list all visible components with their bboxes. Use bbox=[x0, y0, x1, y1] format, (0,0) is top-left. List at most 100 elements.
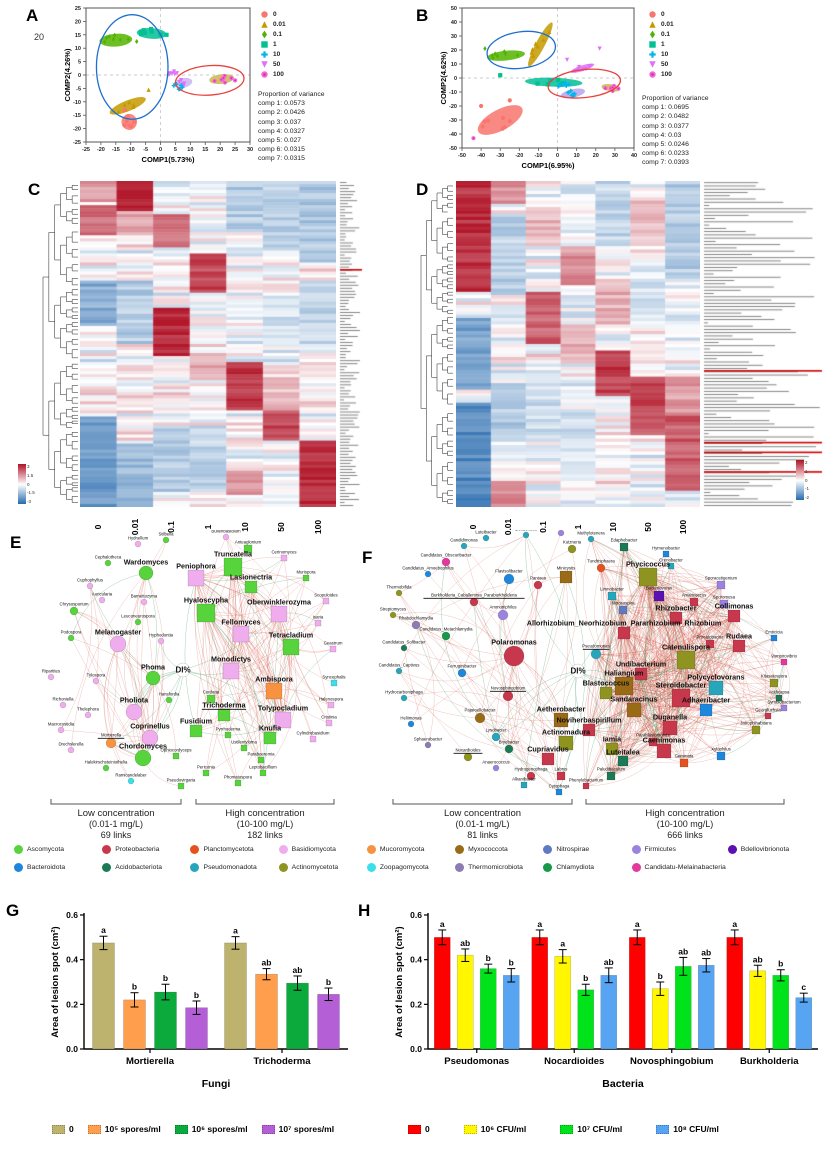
svg-text:Hydrogenophaga: Hydrogenophaga bbox=[515, 767, 549, 772]
svg-text:ab: ab bbox=[293, 965, 303, 975]
variance-line: comp 3: 0.0377 bbox=[642, 122, 689, 130]
svg-text:COMP2(4.26%): COMP2(4.26%) bbox=[63, 48, 72, 101]
svg-text:Ferruginibacter: Ferruginibacter bbox=[448, 664, 477, 669]
svg-text:Fellomyces: Fellomyces bbox=[221, 618, 260, 627]
bar-legend-swatch-icon bbox=[87, 1124, 101, 1134]
svg-text:Pseudovirgaria: Pseudovirgaria bbox=[167, 778, 196, 783]
svg-text:Undibacterium: Undibacterium bbox=[616, 660, 666, 669]
svg-text:b: b bbox=[132, 982, 137, 992]
svg-text:DI%: DI% bbox=[175, 666, 190, 675]
svg-text:Flavisolibacter: Flavisolibacter bbox=[495, 569, 523, 574]
svg-text:Luteibacter: Luteibacter bbox=[475, 530, 497, 535]
svg-text:25: 25 bbox=[75, 6, 81, 12]
svg-text:Ambispora: Ambispora bbox=[255, 675, 294, 684]
svg-text:Tylospora: Tylospora bbox=[87, 673, 106, 678]
phylum-color-dot-icon bbox=[631, 845, 641, 854]
pca-group-marker-icon bbox=[649, 30, 656, 39]
svg-text:Bacteria: Bacteria bbox=[602, 1078, 644, 1090]
svg-text:Catenulispora: Catenulispora bbox=[662, 643, 711, 652]
svg-text:Amaricoccus: Amaricoccus bbox=[682, 593, 707, 598]
variance-text-b: Proportion of variance comp 1: 0.0695 comp… bbox=[642, 94, 752, 167]
svg-text:a: a bbox=[560, 939, 565, 949]
svg-text:20: 20 bbox=[217, 147, 223, 153]
svg-text:Ramicandelaber: Ramicandelaber bbox=[115, 773, 147, 778]
svg-text:Candidatus_Captivus: Candidatus_Captivus bbox=[379, 663, 420, 668]
svg-text:b: b bbox=[163, 973, 168, 983]
svg-text:Hansfordia: Hansfordia bbox=[159, 692, 180, 697]
svg-text:Phycicoccus: Phycicoccus bbox=[626, 560, 670, 569]
svg-text:Candidimonas: Candidimonas bbox=[450, 538, 477, 543]
variance-line: comp 7: 0.0315 bbox=[258, 155, 305, 163]
svg-text:0: 0 bbox=[78, 73, 81, 79]
svg-text:Vampirovibrio: Vampirovibrio bbox=[771, 654, 798, 659]
svg-text:Kitasatospora: Kitasatospora bbox=[761, 674, 788, 679]
pca-legend-b: 0 0.01 0.1 1 10 50 100 bbox=[648, 10, 674, 79]
variance-line: comp 1: 0.0695 bbox=[642, 104, 689, 112]
phylum-color-dot-icon bbox=[543, 845, 553, 854]
svg-text:15: 15 bbox=[202, 147, 208, 153]
heatmap-d-row-labels bbox=[702, 181, 824, 507]
bar-legend-swatch-icon bbox=[261, 1124, 275, 1134]
variance-text-a: Proportion of variance comp 1: 0.0573 comp… bbox=[258, 90, 358, 163]
bar-legend-item: 10⁵ spores/ml bbox=[87, 1124, 161, 1134]
pca-legend-item: 0 bbox=[260, 10, 286, 19]
svg-text:Cordana: Cordana bbox=[203, 690, 220, 695]
bar-legend-item: 0 bbox=[408, 1124, 430, 1134]
svg-text:Murispora: Murispora bbox=[296, 570, 316, 575]
svg-text:ab: ab bbox=[701, 948, 711, 958]
panel-label-g: G bbox=[6, 901, 20, 920]
svg-text:30: 30 bbox=[247, 147, 253, 153]
svg-text:Rudaea: Rudaea bbox=[726, 632, 753, 641]
phylum-legend-item: Mucoromycota bbox=[366, 845, 453, 854]
svg-text:Minicystis: Minicystis bbox=[557, 566, 576, 571]
svg-text:Labrys: Labrys bbox=[555, 767, 568, 772]
svg-text:Phomatospora: Phomatospora bbox=[224, 775, 253, 780]
variance-line: comp 6: 0.0315 bbox=[258, 146, 305, 154]
svg-text:20: 20 bbox=[593, 153, 599, 159]
svg-text:(0.01-1 mg/L): (0.01-1 mg/L) bbox=[455, 819, 509, 829]
svg-text:Hydrocarboniphaga: Hydrocarboniphaga bbox=[385, 690, 423, 695]
pca-group-marker-icon bbox=[261, 11, 268, 18]
network-fungi: Stilbella Bulleribasidium Hydnellum Anteagl… bbox=[42, 530, 346, 840]
svg-text:Crenobacter: Crenobacter bbox=[659, 558, 683, 563]
svg-text:Phenylobacterium: Phenylobacterium bbox=[569, 778, 604, 783]
svg-text:30: 30 bbox=[612, 153, 618, 159]
bar-legend-bacteria: 0 10⁶ CFU/ml 10⁷ CFU/ml 10⁸ CFU/ml bbox=[408, 1124, 719, 1134]
svg-text:Hymenobacter: Hymenobacter bbox=[652, 546, 681, 551]
svg-text:Ripartites: Ripartites bbox=[42, 669, 60, 674]
svg-text:b: b bbox=[658, 971, 663, 981]
svg-text:-50: -50 bbox=[458, 153, 466, 159]
svg-text:Auricularia: Auricularia bbox=[92, 592, 113, 597]
svg-text:Knufia: Knufia bbox=[259, 724, 282, 733]
svg-text:a: a bbox=[440, 919, 445, 929]
svg-text:40: 40 bbox=[451, 20, 457, 26]
svg-text:a: a bbox=[101, 925, 106, 935]
svg-text:-25: -25 bbox=[73, 140, 81, 146]
svg-text:b: b bbox=[486, 953, 491, 963]
svg-text:Cylindrobasidium: Cylindrobasidium bbox=[297, 731, 330, 736]
svg-text:Pseudomonas: Pseudomonas bbox=[444, 1056, 509, 1067]
svg-text:Mortierella: Mortierella bbox=[126, 1056, 175, 1067]
svg-text:20: 20 bbox=[451, 48, 457, 54]
phylum-legend-item: Basidiomycota bbox=[278, 845, 365, 854]
svg-text:50: 50 bbox=[451, 6, 457, 12]
variance-line: comp 5: 0.027 bbox=[258, 136, 302, 144]
svg-text:Hydnellum: Hydnellum bbox=[128, 536, 149, 541]
phylum-legend-item: Planctomycetota bbox=[190, 845, 276, 854]
svg-text:Periconia: Periconia bbox=[197, 765, 216, 770]
svg-text:Iamia: Iamia bbox=[603, 735, 622, 744]
svg-text:Candidatus_Metachlamydia: Candidatus_Metachlamydia bbox=[419, 627, 473, 632]
svg-text:0.4: 0.4 bbox=[410, 955, 422, 965]
svg-text:Lysobacter: Lysobacter bbox=[486, 728, 507, 733]
svg-text:ab: ab bbox=[460, 938, 470, 948]
svg-text:0.0: 0.0 bbox=[66, 1044, 78, 1054]
colorbar-gradient bbox=[796, 460, 804, 500]
bar-chart-bacteria: 0.0 0.2 0.4 0.6 Area of lesion spot (cm²) Pse… bbox=[394, 910, 818, 1090]
svg-text:Sporacetigenium: Sporacetigenium bbox=[705, 576, 738, 581]
bar-legend-swatch-icon bbox=[408, 1124, 421, 1134]
svg-text:-10: -10 bbox=[449, 90, 457, 96]
svg-text:Adhaeribacter: Adhaeribacter bbox=[682, 696, 731, 705]
svg-text:Podospora: Podospora bbox=[61, 630, 82, 635]
svg-text:Area of lesion spot (cm²): Area of lesion spot (cm²) bbox=[394, 926, 405, 1037]
phylum-color-dot-icon bbox=[102, 863, 112, 872]
